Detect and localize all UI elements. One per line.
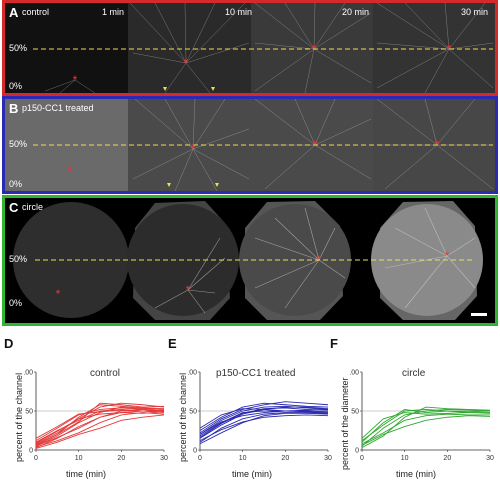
chart-1-series-line-7 — [199, 408, 329, 429]
chart-0-series-line-9 — [35, 414, 165, 449]
chart-0-ytick-label: 100 — [24, 370, 33, 377]
graph-d-ylabel: percent of the channel — [14, 372, 24, 462]
panel-b-pct-50: 50% — [9, 139, 28, 149]
panel-b-pct-0: 0% — [9, 179, 23, 189]
chart-1-ytick-label: 0 — [193, 448, 197, 455]
graph-e-letter: E — [168, 336, 177, 351]
panel-b-micrograph: * * * * — [5, 99, 495, 191]
chart-2-series-line-1 — [361, 408, 491, 447]
chart-1-xtick-label: 20 — [281, 455, 289, 462]
chart-1-series-line-8 — [199, 412, 329, 445]
chart-f: 0 50 100 0 10 20 30 — [350, 370, 494, 463]
panel-b-label: p150-CC1 treated — [22, 103, 94, 113]
graph-f-title: circle — [402, 368, 426, 379]
chart-0-series-line-1 — [35, 406, 165, 447]
svg-text:*: * — [445, 249, 450, 263]
svg-text:*: * — [191, 142, 196, 156]
panel-a-control: * * * * A control 1 min 10 min 20 min 30… — [2, 0, 498, 96]
graph-f-ylabel: percent of the diameter — [340, 377, 350, 470]
panel-c-circle: * * * * C circle 50% 0% — [2, 195, 498, 326]
graph-f-xlabel: time (min) — [396, 469, 436, 479]
chart-0-series-line-8 — [35, 411, 165, 444]
chart-2-ytick-label: 50 — [351, 409, 359, 416]
panel-a-label: control — [22, 7, 50, 17]
graph-e-ylabel: percent of the channel — [178, 372, 188, 462]
chart-0-xtick-label: 30 — [160, 455, 168, 462]
panel-a-time-4: 30 min — [461, 7, 489, 17]
panel-c-pct-50: 50% — [9, 254, 28, 264]
chart-2-series-line-0 — [361, 408, 491, 443]
panel-a-pct-0: 0% — [9, 81, 23, 91]
panel-a-time-2: 10 min — [225, 7, 253, 17]
panel-c-letter: C — [9, 200, 19, 215]
chart-1-xtick-label: 30 — [324, 455, 332, 462]
chart-1-series-line-2 — [199, 402, 329, 431]
chart-0-series-line-0 — [35, 402, 165, 445]
chart-0-xtick-label: 10 — [75, 455, 83, 462]
chart-2-series-line-3 — [361, 413, 490, 445]
graph-d-letter: D — [4, 336, 14, 351]
chart-1-ytick-label: 50 — [189, 409, 197, 416]
svg-text:*: * — [435, 138, 440, 152]
chart-0-xtick-label: 0 — [34, 455, 38, 462]
chart-1-series-line-3 — [199, 412, 329, 443]
chart-1-ytick-label: 100 — [188, 370, 197, 377]
chart-0-series-line-7 — [35, 412, 165, 448]
svg-text:*: * — [68, 164, 73, 178]
panel-c-micrograph: * * * * — [5, 198, 495, 323]
panel-b-letter: B — [9, 101, 19, 116]
chart-2-xtick-label: 30 — [486, 455, 494, 462]
chart-0-series-line-10 — [35, 402, 165, 445]
chart-2-xtick-label: 20 — [443, 455, 451, 462]
svg-text:*: * — [313, 138, 318, 152]
chart-2-series-line-4 — [361, 406, 491, 449]
chart-2-xtick-label: 10 — [401, 455, 409, 462]
graph-e-xlabel: time (min) — [232, 469, 272, 479]
panel-a-letter: A — [9, 5, 19, 20]
panel-a-time-1: 1 min — [102, 7, 125, 17]
chart-e: 0 50 100 0 10 20 30 — [188, 370, 332, 463]
graphs-row: D control percent of the channel time (m… — [0, 330, 500, 481]
chart-0-ytick-label: 50 — [25, 409, 33, 416]
svg-text:*: * — [312, 42, 317, 56]
chart-1-series-line-5 — [199, 401, 329, 434]
svg-text:*: * — [56, 287, 61, 301]
graph-d-title: control — [90, 368, 121, 379]
svg-text:*: * — [73, 73, 78, 87]
chart-1-xtick-label: 0 — [198, 455, 202, 462]
chart-1-series-line-0 — [199, 405, 329, 435]
graph-f-letter: F — [330, 336, 338, 351]
panel-a-pct-50: 50% — [9, 43, 28, 53]
chart-2-xtick-label: 0 — [360, 455, 364, 462]
panel-b-p150: * * * * B p150-CC1 treated 50% 0% — [2, 96, 498, 194]
graph-e-title: p150-CC1 treated — [216, 368, 296, 379]
svg-text:*: * — [317, 253, 322, 267]
chart-2-ytick-label: 0 — [355, 448, 359, 455]
svg-text:*: * — [447, 42, 452, 56]
chart-2-series-line-6 — [361, 415, 491, 446]
svg-text:*: * — [186, 283, 191, 297]
chart-1-series-line-4 — [199, 410, 329, 437]
chart-1-series-line-6 — [199, 414, 329, 442]
chart-1-series-line-10 — [199, 408, 329, 435]
panel-c-pct-0: 0% — [9, 298, 23, 308]
panel-c-label: circle — [22, 202, 44, 212]
chart-0-xtick-label: 20 — [117, 455, 125, 462]
scale-bar — [471, 313, 487, 316]
chart-0-ytick-label: 0 — [29, 448, 33, 455]
chart-2-ytick-label: 100 — [350, 370, 359, 377]
panel-a-micrograph: * * * * — [5, 3, 495, 93]
chart-0-series-line-11 — [35, 409, 165, 447]
panel-a-time-3: 20 min — [342, 7, 370, 17]
chart-1-xtick-label: 10 — [239, 455, 247, 462]
svg-text:*: * — [184, 56, 189, 70]
chart-1-series-line-9 — [199, 407, 329, 438]
chart-2-series-line-5 — [361, 408, 491, 442]
chart-d: 0 50 100 0 10 20 30 — [24, 370, 168, 463]
graph-d-xlabel: time (min) — [66, 469, 106, 479]
chart-2-series-line-2 — [361, 412, 490, 439]
